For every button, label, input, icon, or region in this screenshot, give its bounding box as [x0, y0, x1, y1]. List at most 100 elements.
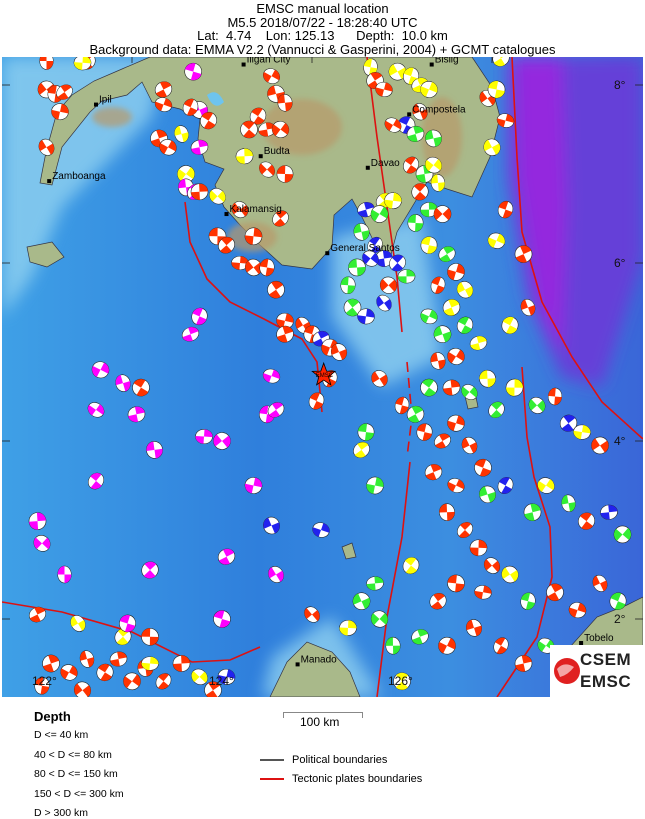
focal-mechanism[interactable] [329, 341, 350, 362]
focal-mechanism[interactable] [575, 509, 598, 532]
focal-mechanism[interactable] [415, 422, 434, 442]
focal-mechanism[interactable] [607, 590, 628, 612]
epicenter-star[interactable]: EMSC [311, 361, 337, 386]
focal-mechanism[interactable] [547, 387, 563, 406]
focal-mechanism[interactable] [447, 574, 466, 593]
focal-mechanism[interactable] [195, 429, 213, 445]
focal-mechanism[interactable] [89, 359, 111, 381]
focal-mechanism[interactable] [429, 351, 446, 370]
focal-mechanism[interactable] [386, 252, 409, 275]
focal-mechanism[interactable] [85, 470, 107, 492]
focal-mechanism[interactable] [419, 235, 438, 255]
focal-mechanism[interactable] [190, 183, 209, 201]
focal-mechanism[interactable] [499, 563, 522, 586]
focal-mechanism[interactable] [588, 434, 612, 458]
focal-mechanism[interactable] [543, 581, 566, 604]
focal-mechanism[interactable] [39, 57, 54, 70]
focal-mechanism[interactable] [68, 613, 88, 635]
focal-mechanism[interactable] [189, 306, 210, 328]
focal-mechanism[interactable] [215, 546, 237, 567]
focal-mechanism[interactable] [85, 399, 107, 420]
focal-mechanism[interactable] [235, 148, 254, 165]
focal-mechanism[interactable] [572, 424, 591, 441]
focal-mechanism[interactable] [384, 192, 403, 210]
focal-mechanism[interactable] [469, 334, 489, 352]
focal-mechanism[interactable] [442, 379, 461, 396]
focal-mechanism[interactable] [311, 520, 332, 539]
focal-mechanism[interactable] [436, 244, 458, 265]
focal-mechanism[interactable] [445, 261, 466, 282]
focal-mechanism[interactable] [472, 457, 494, 479]
focal-mechanism[interactable] [446, 413, 467, 433]
focal-mechanism[interactable] [350, 439, 372, 461]
focal-mechanism[interactable] [491, 635, 511, 657]
focal-mechanism[interactable] [432, 431, 454, 451]
focal-mechanism[interactable] [357, 308, 376, 326]
focal-mechanism[interactable] [436, 634, 459, 657]
focal-mechanism[interactable] [357, 423, 375, 442]
focal-mechanism[interactable] [405, 124, 426, 144]
focal-mechanism[interactable] [454, 314, 475, 336]
focal-mechanism[interactable] [400, 554, 423, 577]
focal-mechanism[interactable] [418, 79, 440, 100]
focal-mechanism[interactable] [445, 476, 466, 496]
focal-mechanism[interactable] [512, 243, 534, 265]
focal-mechanism[interactable] [256, 159, 278, 181]
focal-mechanism[interactable] [78, 649, 96, 669]
focal-mechanism[interactable] [560, 494, 576, 513]
focal-mechanism[interactable] [190, 139, 209, 156]
focal-mechanism[interactable] [469, 539, 488, 557]
focal-mechanism[interactable] [172, 655, 191, 672]
focal-mechanism[interactable] [244, 476, 264, 495]
focal-mechanism[interactable] [229, 198, 251, 221]
focal-mechanism[interactable] [339, 619, 357, 636]
focal-mechanism[interactable] [261, 66, 283, 87]
focal-mechanism[interactable] [368, 202, 391, 225]
focal-mechanism[interactable] [513, 654, 533, 674]
focal-mechanism[interactable] [445, 345, 468, 368]
focal-mechanism[interactable] [590, 573, 610, 594]
focal-mechanism[interactable] [477, 484, 498, 505]
focal-mechanism[interactable] [359, 248, 381, 270]
focal-mechanism[interactable] [180, 97, 200, 118]
focal-mechanism[interactable] [611, 522, 635, 546]
focal-mechanism[interactable] [374, 80, 394, 98]
focal-mechanism[interactable] [173, 124, 191, 144]
focal-mechanism[interactable] [206, 185, 228, 207]
focal-mechanism[interactable] [73, 57, 92, 71]
focal-mechanism[interactable] [54, 82, 76, 103]
focal-mechanism[interactable] [261, 515, 283, 537]
focal-mechanism[interactable] [36, 136, 57, 158]
focal-mechanism[interactable] [485, 399, 507, 421]
focal-mechanism[interactable] [600, 504, 618, 520]
focal-mechanism[interactable] [157, 137, 179, 158]
focal-mechanism[interactable] [145, 440, 163, 459]
focal-mechanism[interactable] [215, 234, 238, 257]
focal-mechanism[interactable] [407, 214, 424, 232]
focal-mechanism[interactable] [377, 274, 400, 297]
focal-mechanism[interactable] [180, 325, 201, 344]
focal-mechanism[interactable] [397, 269, 416, 284]
focal-mechanism[interactable] [348, 258, 366, 277]
focal-mechanism[interactable] [393, 395, 411, 415]
focal-mechanism[interactable] [265, 563, 286, 585]
focal-mechanism[interactable] [34, 676, 51, 695]
focal-mechanism[interactable] [368, 607, 391, 630]
focal-mechanism[interactable] [454, 279, 475, 301]
focal-mechanism[interactable] [276, 165, 294, 183]
focal-mechanism[interactable] [487, 79, 507, 99]
focal-mechanism[interactable] [432, 323, 454, 345]
focal-mechanism[interactable] [454, 519, 476, 541]
focal-mechanism[interactable] [418, 306, 439, 326]
focal-mechanism[interactable] [183, 61, 204, 82]
focal-mechanism[interactable] [390, 669, 414, 693]
focal-mechanism[interactable] [265, 399, 287, 420]
focal-mechanism[interactable] [216, 667, 236, 686]
focal-mechanism[interactable] [27, 604, 49, 624]
focal-mechanism[interactable] [420, 202, 438, 218]
focal-mechanism[interactable] [261, 367, 282, 386]
focal-mechanism[interactable] [499, 314, 521, 336]
focal-mechanism[interactable] [473, 584, 492, 600]
focal-mechanism[interactable] [57, 565, 72, 584]
focal-mechanism[interactable] [152, 79, 174, 100]
